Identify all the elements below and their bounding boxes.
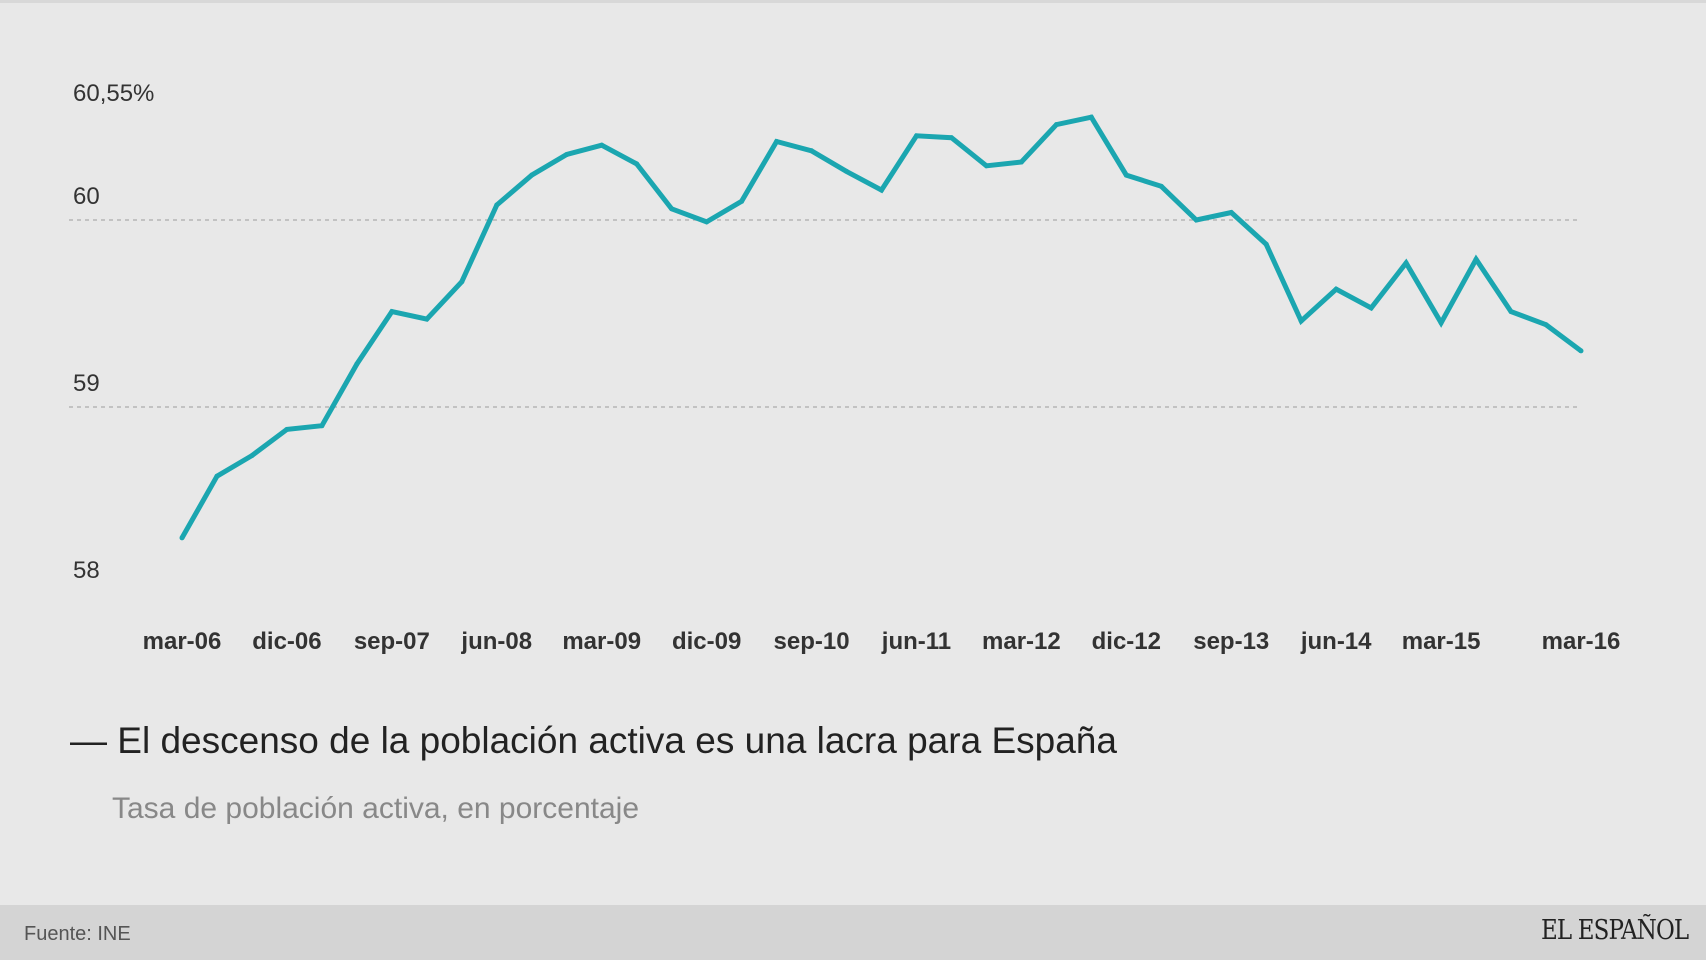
data-point: [739, 198, 745, 204]
data-point: [1088, 114, 1094, 120]
x-tick-label: mar-15: [1402, 628, 1481, 655]
series-line: [179, 114, 1583, 540]
data-point: [214, 473, 220, 479]
data-point: [1228, 210, 1234, 216]
y-tick-label: 58: [73, 557, 100, 584]
data-point: [249, 453, 255, 459]
data-point: [179, 535, 185, 541]
data-point: [1333, 286, 1339, 292]
chart-title: — El descenso de la población activa es …: [70, 720, 1117, 761]
x-tick-label: sep-10: [774, 628, 850, 655]
top-border: [0, 0, 1706, 3]
data-point: [983, 163, 989, 169]
x-tick-label: dic-09: [672, 628, 741, 655]
x-tick-label: dic-12: [1092, 628, 1161, 655]
x-tick-label: dic-06: [252, 628, 321, 655]
data-point: [284, 426, 290, 432]
data-point: [1473, 256, 1479, 262]
data-point: [599, 142, 605, 148]
y-tick-label: 60: [73, 183, 100, 210]
data-point: [1578, 348, 1584, 354]
data-point: [1438, 320, 1444, 326]
chart-title-text: El descenso de la población activa es un…: [117, 720, 1117, 761]
data-point: [948, 135, 954, 141]
data-point: [704, 219, 710, 225]
data-point: [1508, 309, 1514, 315]
data-point: [774, 138, 780, 144]
x-tick-label: mar-09: [562, 628, 641, 655]
x-tick-label: mar-12: [982, 628, 1061, 655]
data-point: [844, 168, 850, 174]
x-tick-label: sep-07: [354, 628, 430, 655]
data-point: [1053, 122, 1059, 128]
data-point: [809, 148, 815, 154]
footer: Fuente: INE EL ESPAÑOL: [0, 905, 1706, 960]
data-point: [1403, 260, 1409, 266]
data-point: [529, 172, 535, 178]
data-point: [1298, 318, 1304, 324]
data-point: [319, 423, 325, 429]
data-point: [913, 133, 919, 139]
x-tick-label: jun-14: [1300, 628, 1372, 655]
x-tick-label: mar-06: [143, 628, 222, 655]
x-tick-label: mar-16: [1542, 628, 1621, 655]
x-tick-label: sep-13: [1193, 628, 1269, 655]
data-point: [879, 187, 884, 193]
data-point: [354, 361, 360, 367]
data-point: [1263, 241, 1269, 247]
data-point: [494, 202, 500, 208]
data-point: [1193, 217, 1199, 223]
data-point: [459, 279, 465, 285]
x-tick-label: jun-11: [881, 628, 951, 655]
data-point: [389, 309, 395, 315]
data-point: [1368, 305, 1374, 311]
source-label: Fuente: INE: [24, 923, 131, 945]
data-point: [424, 316, 430, 322]
data-point: [669, 206, 675, 212]
data-point: [1018, 159, 1024, 165]
data-point: [1123, 172, 1129, 178]
el-espanol-logo[interactable]: EL ESPAÑOL: [1540, 915, 1689, 946]
y-tick-label: 59: [73, 370, 100, 397]
y-tick-label: 60,55%: [73, 80, 154, 107]
data-point: [564, 152, 570, 158]
data-point: [1158, 183, 1164, 189]
x-tick-label: jun-08: [460, 628, 532, 655]
chart-subtitle: Tasa de población activa, en porcentaje: [112, 792, 640, 825]
data-point: [1543, 322, 1549, 328]
data-point: [634, 161, 640, 167]
